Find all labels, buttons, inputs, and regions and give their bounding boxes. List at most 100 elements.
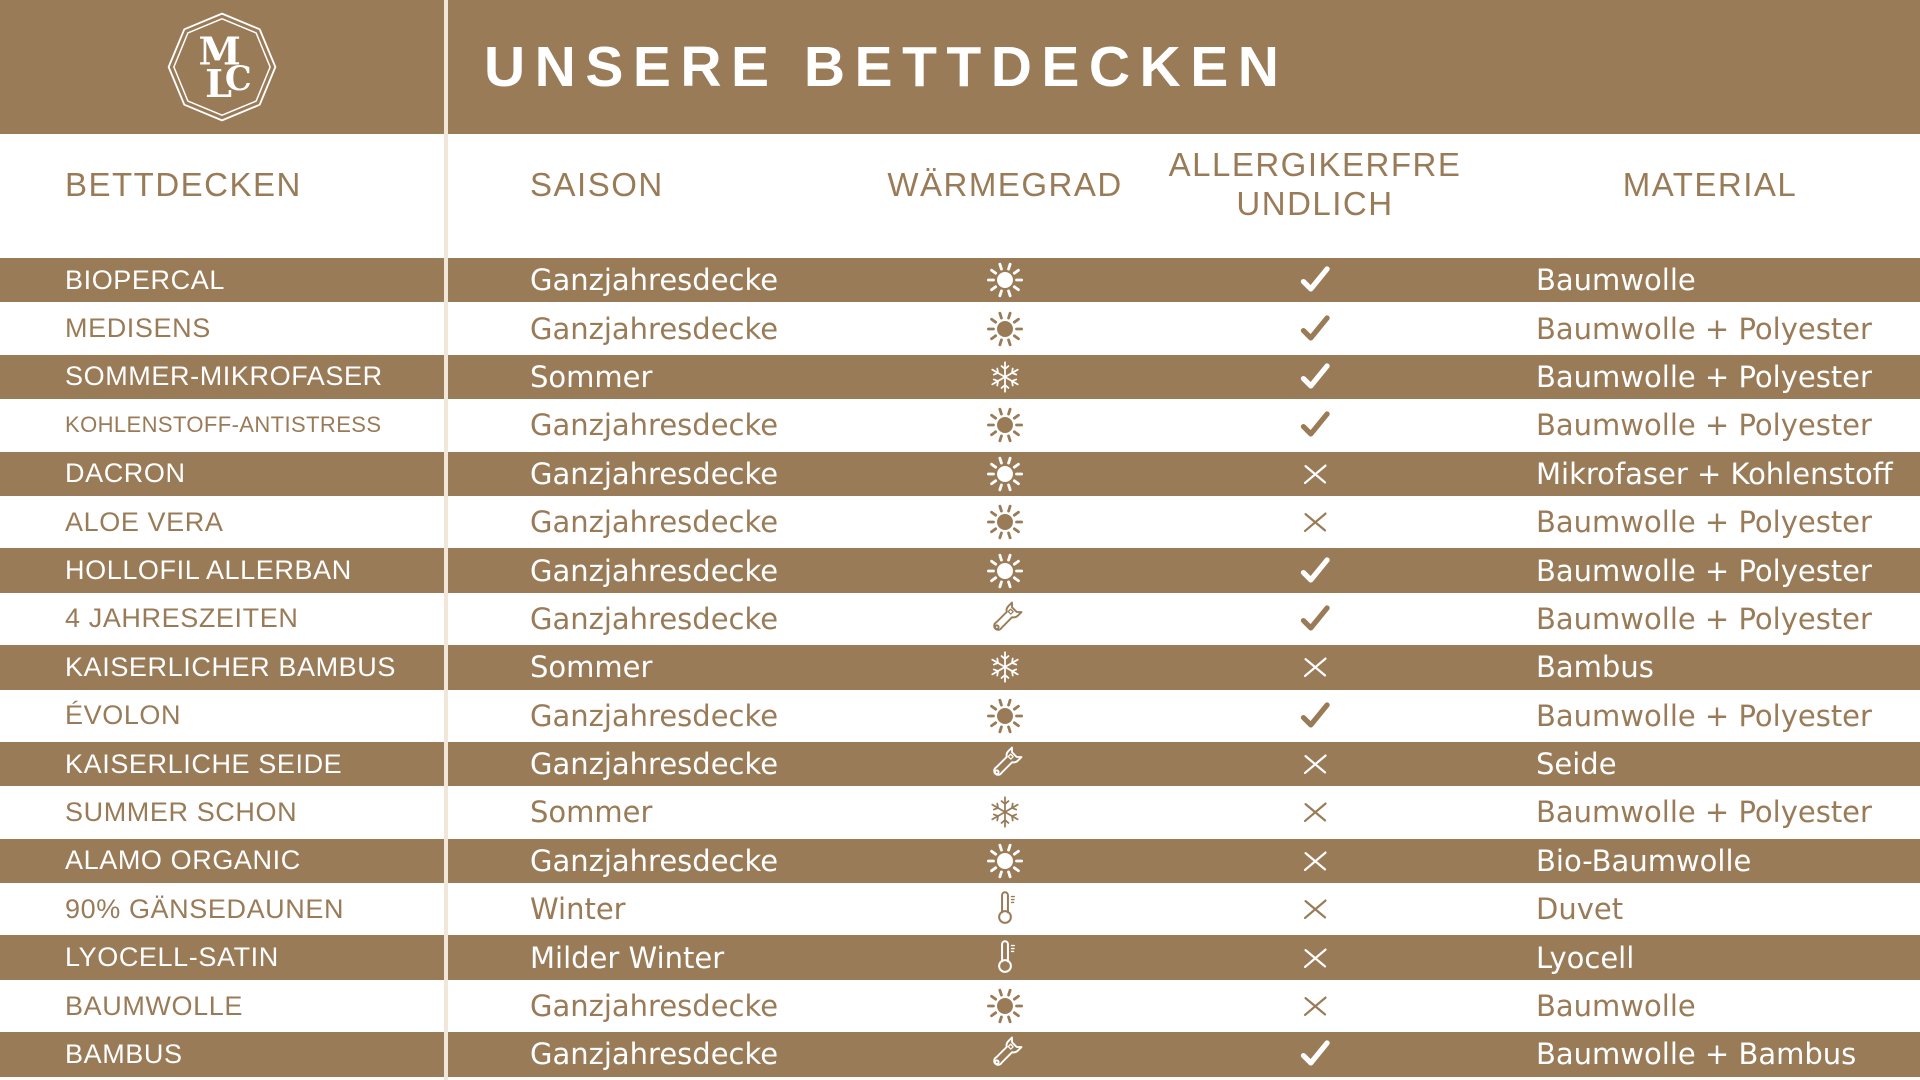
row-allergiker-cell: [1130, 742, 1500, 786]
snowflake-icon: [984, 646, 1026, 688]
logo-letter-l: L: [205, 62, 232, 107]
table-row: KAISERLICHER BAMBUS Sommer Bambus: [0, 645, 1920, 694]
cross-icon: [1294, 501, 1336, 543]
cross-icon: [1294, 937, 1336, 979]
cross-icon: [1294, 743, 1336, 785]
row-name: 90% GÄNSEDAUNEN: [65, 893, 345, 924]
row-material: Baumwolle + Bambus: [1536, 1037, 1857, 1072]
table-row: LYOCELL-SATIN Milder Winter Lyocell: [0, 935, 1920, 984]
cross-icon: [1294, 888, 1336, 930]
row-allergiker-cell: [1130, 984, 1500, 1028]
column-header-bettdecken: BETTDECKEN: [65, 166, 302, 203]
table-row: BAUMWOLLE Ganzjahresdecke Baumwolle: [0, 983, 1920, 1033]
table-row: KAISERLICHE SEIDE Ganzjahresdecke Seide: [0, 741, 1920, 791]
row-allergiker-cell: [1130, 887, 1500, 931]
column-header-material: MATERIAL: [1622, 166, 1798, 203]
row-saison: Ganzjahresdecke: [530, 1037, 779, 1072]
sun-icon: [984, 695, 1026, 737]
column-divider-line: [444, 0, 448, 1080]
table-row: ÉVOLON Ganzjahresdecke Baumwolle + Polye…: [0, 693, 1920, 742]
row-allergiker-cell: [1130, 597, 1500, 641]
row-material: Baumwolle + Polyester: [1536, 505, 1872, 540]
row-name: SUMMER SCHON: [65, 796, 298, 827]
row-name: BAUMWOLLE: [65, 990, 243, 1021]
row-saison: Sommer: [530, 650, 653, 685]
row-saison: Sommer: [530, 359, 653, 394]
row-material: Baumwolle + Polyester: [1536, 408, 1872, 443]
row-waermegrad-cell: [880, 548, 1130, 592]
row-saison: Ganzjahresdecke: [530, 601, 779, 636]
column-header-allergikerfreundlich: ALLERGIKERFRE UNDLICH: [1130, 134, 1500, 258]
row-allergiker-cell: [1130, 790, 1500, 834]
row-saison: Ganzjahresdecke: [530, 843, 779, 878]
row-material: Baumwolle + Polyester: [1536, 311, 1872, 346]
table-row: KOHLENSTOFF-ANTISTRESS Ganzjahresdecke B…: [0, 403, 1920, 452]
wrench-icon: [984, 1033, 1026, 1075]
check-icon: [1294, 308, 1336, 350]
row-name: ALOE VERA: [65, 506, 224, 537]
allergiker-header-line1: ALLERGIKERFRE: [1168, 146, 1462, 184]
page-title: UNSERE BETTDECKEN: [484, 35, 1289, 99]
table-row: SOMMER-MIKROFASER Sommer Baumwolle + Pol…: [0, 354, 1920, 404]
check-icon: [1294, 598, 1336, 640]
row-waermegrad-cell: [880, 306, 1130, 350]
row-name: KAISERLICHER BAMBUS: [65, 651, 396, 682]
row-name: DACRON: [65, 458, 186, 489]
sun-icon: [984, 550, 1026, 592]
check-icon: [1294, 259, 1336, 301]
check-icon: [1294, 404, 1336, 446]
thermometer-icon: [984, 888, 1026, 930]
row-waermegrad-cell: [880, 355, 1130, 399]
sun-icon: [984, 985, 1026, 1027]
wrench-icon: [984, 743, 1026, 785]
row-saison: Sommer: [530, 795, 653, 830]
table-row: ALOE VERA Ganzjahresdecke Baumwolle + Po…: [0, 499, 1920, 549]
table-row: DACRON Ganzjahresdecke Mikrofaser + Kohl…: [0, 451, 1920, 500]
row-allergiker-cell: [1130, 645, 1500, 689]
row-saison: Ganzjahresdecke: [530, 408, 779, 443]
table-row: HOLLOFIL ALLERBAN Ganzjahresdecke Baumwo…: [0, 548, 1920, 597]
row-allergiker-cell: [1130, 452, 1500, 496]
row-waermegrad-cell: [880, 839, 1130, 883]
row-waermegrad-cell: [880, 1032, 1130, 1076]
row-allergiker-cell: [1130, 355, 1500, 399]
row-name: 4 JAHRESZEITEN: [65, 603, 299, 634]
table-body: BIOPERCAL Ganzjahresdecke Baumwolle MEDI…: [0, 258, 1920, 1080]
allergiker-header-line2: UNDLICH: [1236, 185, 1394, 222]
logo-letter-m: M: [199, 30, 241, 75]
cross-icon: [1294, 840, 1336, 882]
row-allergiker-cell: [1130, 694, 1500, 738]
row-saison: Ganzjahresdecke: [530, 311, 779, 346]
table-row: BIOPERCAL Ganzjahresdecke Baumwolle: [0, 258, 1920, 307]
logo-letter-c: C: [225, 58, 252, 98]
row-material: Baumwolle + Polyester: [1536, 795, 1872, 830]
row-material: Duvet: [1536, 892, 1624, 927]
row-name: SOMMER-MIKROFASER: [65, 361, 383, 392]
cross-icon: [1294, 791, 1336, 833]
row-name: BAMBUS: [65, 1038, 183, 1069]
row-waermegrad-cell: [880, 597, 1130, 641]
row-material: Lyocell: [1536, 940, 1635, 975]
sun-icon: [984, 501, 1026, 543]
thermometer-icon: [984, 937, 1026, 979]
row-saison: Ganzjahresdecke: [530, 456, 779, 491]
row-material: Baumwolle + Polyester: [1536, 553, 1872, 588]
row-name: KAISERLICHE SEIDE: [65, 748, 343, 779]
table-row: SUMMER SCHON Sommer Baumwolle + Polyeste…: [0, 790, 1920, 839]
cross-icon: [1294, 985, 1336, 1027]
row-material: Baumwolle: [1536, 989, 1696, 1024]
row-saison: Ganzjahresdecke: [530, 553, 779, 588]
row-allergiker-cell: [1130, 258, 1500, 302]
table-row: 90% GÄNSEDAUNEN Winter Duvet: [0, 887, 1920, 936]
mlc-monogram-icon: M L C: [167, 12, 277, 122]
snowflake-icon: [984, 791, 1026, 833]
row-allergiker-cell: [1130, 500, 1500, 544]
row-material: Baumwolle + Polyester: [1536, 698, 1872, 733]
column-header-saison: SAISON: [530, 166, 664, 203]
brand-logo: M L C: [0, 0, 444, 134]
row-waermegrad-cell: [880, 887, 1130, 931]
check-icon: [1294, 1033, 1336, 1075]
cross-icon: [1294, 646, 1336, 688]
row-waermegrad-cell: [880, 935, 1130, 979]
table-row: 4 JAHRESZEITEN Ganzjahresdecke Baumwolle…: [0, 596, 1920, 646]
